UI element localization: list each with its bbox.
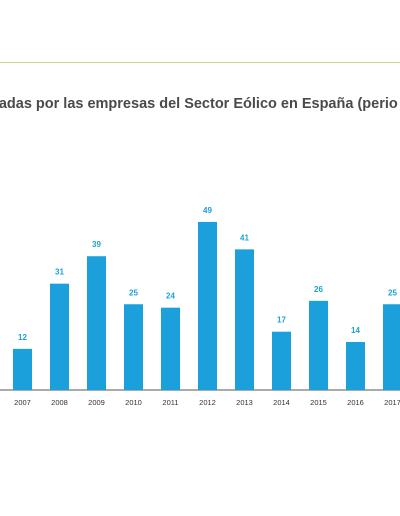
x-tick-label-2014: 2014	[273, 398, 290, 407]
bar-value-label-2013: 41	[240, 233, 249, 242]
x-tick-label-2008: 2008	[51, 398, 68, 407]
x-tick-label-2010: 2010	[125, 398, 142, 407]
x-tick-label-2017: 2017	[384, 398, 400, 407]
bar-2015	[309, 300, 328, 390]
bar-value-label-2016: 14	[351, 326, 360, 335]
bar-value-label-2015: 26	[314, 285, 323, 294]
bar-2008	[50, 283, 69, 390]
bar-value-label-2011: 24	[166, 292, 175, 301]
bar-2013	[235, 249, 254, 390]
header-divider	[0, 62, 400, 63]
x-tick-label-2013: 2013	[236, 398, 253, 407]
bar-2014	[272, 331, 291, 390]
x-tick-label-2009: 2009	[88, 398, 105, 407]
bar-value-label-2009: 39	[92, 240, 101, 249]
bar-value-label-2012: 49	[203, 206, 212, 215]
bar-value-label-2010: 25	[129, 288, 138, 297]
bar-2017	[383, 304, 400, 390]
x-tick-label-2007: 2007	[14, 398, 31, 407]
x-tick-label-2011: 2011	[162, 398, 178, 407]
bar-2009	[87, 256, 106, 390]
bar-2010	[124, 304, 143, 390]
bar-value-label-2017: 25	[388, 288, 397, 297]
bar-value-label-2008: 31	[55, 268, 64, 277]
x-tick-label-2012: 2012	[199, 398, 216, 407]
x-tick-label-2015: 2015	[310, 398, 327, 407]
bar-2016	[346, 341, 365, 390]
bar-2012	[198, 221, 217, 390]
bar-2007	[13, 348, 32, 390]
bar-value-label-2007: 12	[18, 333, 27, 342]
chart-title: tadas por las empresas del Sector Eólico…	[0, 96, 398, 112]
x-tick-label-2016: 2016	[347, 398, 364, 407]
bar-value-label-2014: 17	[277, 316, 286, 325]
bar-2011	[161, 307, 180, 390]
